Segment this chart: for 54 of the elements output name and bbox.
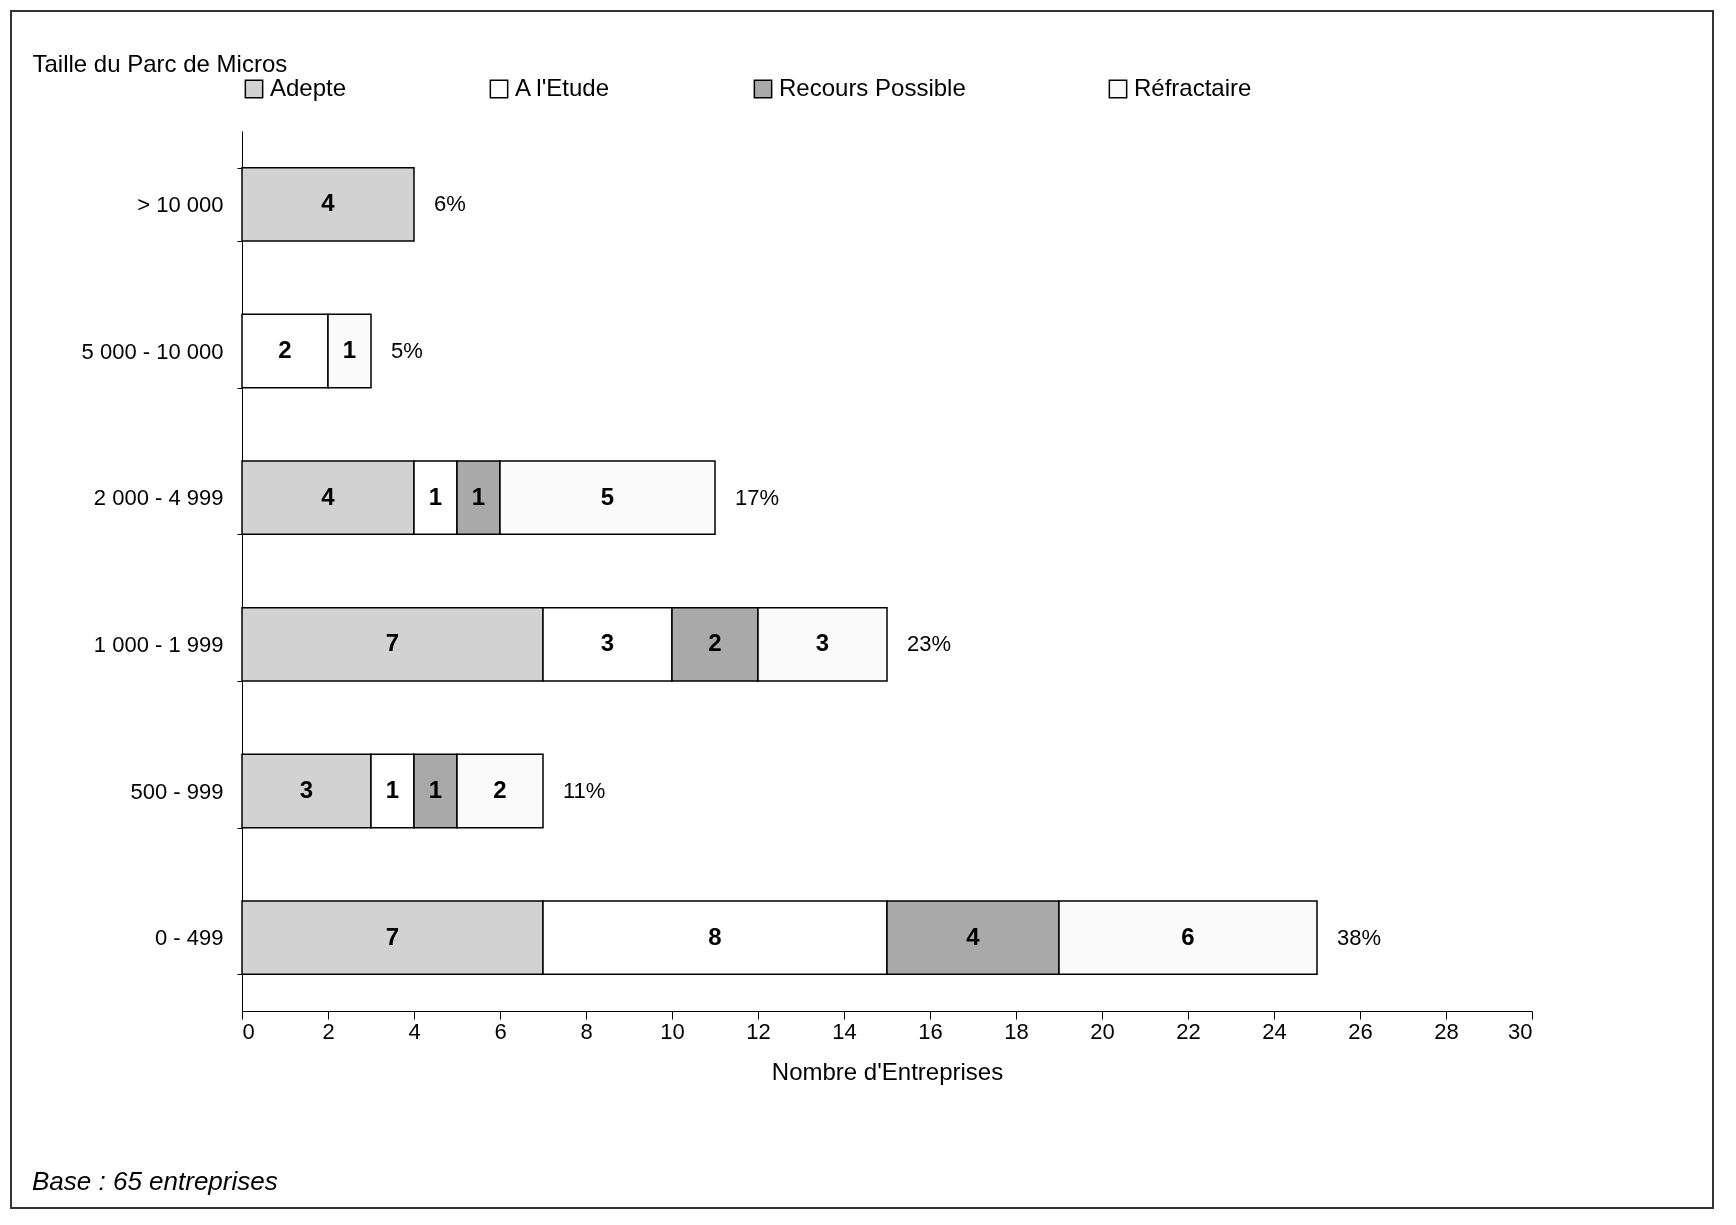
y-tick-label: 0 - 499	[155, 925, 224, 951]
y-tick-label: 5 000 - 10 000	[81, 338, 224, 364]
data-label: 7	[385, 629, 400, 657]
data-label: 1	[471, 482, 486, 510]
x-tick-label: 12	[746, 1018, 771, 1044]
x-tick-label: 4	[408, 1018, 421, 1044]
data-label: 2	[278, 336, 292, 363]
x-tick-label: 2	[322, 1018, 335, 1044]
annotation: 38%	[1337, 924, 1382, 950]
x-tick-label: 24	[1262, 1018, 1287, 1044]
x-tick-label: 26	[1348, 1018, 1373, 1044]
x-tick-label: 30	[1508, 1018, 1533, 1044]
data-label: 2	[493, 776, 507, 803]
y-tick-label: 1 000 - 1 999	[93, 631, 224, 657]
data-label: 4	[321, 482, 336, 510]
data-label: 8	[708, 922, 722, 950]
x-tick-label: 10	[660, 1018, 685, 1044]
legend-label: Réfractaire	[1134, 74, 1252, 101]
x-tick-label: 0	[242, 1018, 255, 1044]
x-tick-label: 18	[1004, 1018, 1029, 1044]
x-tick-label: 28	[1434, 1018, 1459, 1044]
data-label: 2	[708, 629, 722, 657]
x-tick-label: 20	[1090, 1018, 1115, 1044]
annotation: 11%	[563, 778, 606, 803]
annotation: 5%	[391, 338, 423, 363]
annotation: 17%	[735, 484, 780, 510]
y-tick-label: > 10 000	[137, 191, 224, 217]
data-label: 7	[385, 922, 400, 950]
y-tick-label: 2 000 - 4 999	[93, 485, 224, 511]
data-label: 1	[342, 336, 357, 363]
x-tick-label: 22	[1176, 1018, 1201, 1044]
data-label: 1	[428, 776, 443, 803]
y-axis-title: Taille du Parc de Micros	[32, 49, 288, 77]
annotation: 6%	[434, 191, 466, 217]
data-label: 6	[1181, 922, 1195, 950]
text: Base : 65 entreprises	[32, 1166, 278, 1197]
x-tick-label: 6	[494, 1018, 507, 1044]
data-label: 3	[600, 629, 615, 657]
data-label: 3	[299, 776, 314, 803]
data-label: 5	[600, 482, 615, 510]
x-tick-label: 8	[580, 1018, 593, 1044]
x-axis-title: Nombre d'Entreprises	[771, 1057, 1004, 1085]
data-label: 1	[385, 776, 400, 803]
data-label: 3	[815, 629, 830, 657]
x-tick-label: 14	[832, 1018, 857, 1044]
data-label: 4	[321, 189, 336, 217]
data-label: 4	[966, 922, 981, 950]
y-tick-label: 500 - 999	[130, 778, 224, 804]
x-tick-label: 16	[918, 1018, 943, 1044]
legend-label: Recours Possible	[779, 74, 966, 101]
legend-label: Adepte	[270, 74, 347, 101]
legend-label: A l'Etude	[515, 74, 609, 101]
annotation: 23%	[907, 631, 952, 657]
data-label: 1	[428, 482, 443, 510]
